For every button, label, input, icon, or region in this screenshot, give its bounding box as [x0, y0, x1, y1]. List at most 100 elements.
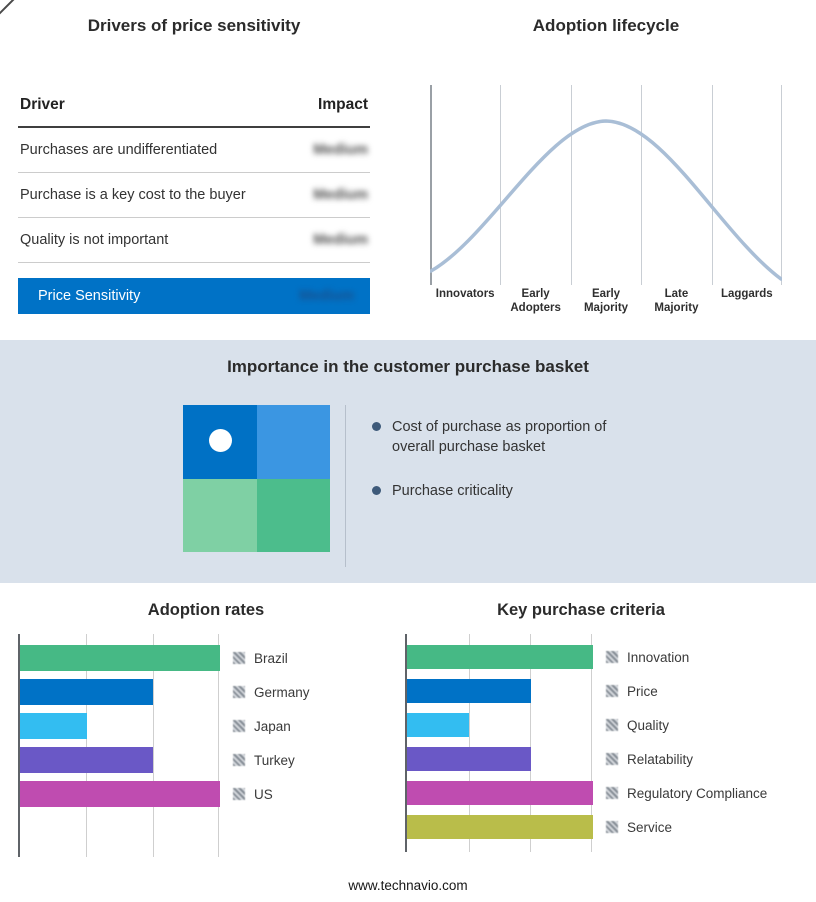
bar-row [407, 645, 593, 669]
bar-row [20, 679, 220, 705]
driver-label: Purchase is a key cost to the buyer [20, 187, 246, 203]
legend-label: Brazil [254, 650, 288, 666]
column-impact: Impact [318, 96, 368, 113]
bullet-icon [372, 486, 381, 495]
basket-bullets: Cost of purchase as proportion of overal… [372, 417, 640, 525]
legend-row: Germany [233, 679, 310, 705]
bar-row [407, 781, 593, 805]
bottom-section: Adoption rates Brazil Germany Japan Turkey U… [0, 583, 816, 902]
adoption-rates-chart: Adoption rates Brazil Germany Japan Turkey U… [18, 601, 394, 857]
stage-label: Innovators [435, 288, 495, 300]
bar-row [20, 713, 220, 739]
bar-relatability [407, 747, 531, 771]
drivers-table-header: Driver Impact [18, 96, 370, 128]
column-driver: Driver [20, 96, 65, 113]
legend-row: Regulatory Compliance [606, 781, 767, 805]
drivers-title: Drivers of price sensitivity [87, 16, 301, 35]
legend-row: Service [606, 815, 767, 839]
legend-swatch [606, 719, 618, 731]
adoption-rates-plot [18, 634, 220, 857]
legend-row: Japan [233, 713, 310, 739]
bell-curve [430, 119, 782, 281]
legend-label: Turkey [254, 752, 295, 768]
bar-japan [20, 713, 87, 739]
gridline [500, 85, 502, 285]
basket-title: Importance in the customer purchase bask… [227, 357, 589, 376]
bar-brazil [20, 645, 220, 671]
legend-label: Service [627, 819, 673, 835]
legend-swatch [233, 686, 245, 698]
bar-row [407, 747, 593, 771]
quadrant-bottom-right [256, 478, 330, 552]
stage-label: Early Adopters [510, 288, 561, 314]
purchase-criteria-chart: Key purchase criteria Innovation Price Qua… [405, 601, 805, 852]
stage-label: Early Majority [583, 288, 629, 314]
corner-fold-mark [0, 0, 17, 16]
legend-swatch [606, 685, 618, 697]
bullet-item: Purchase criticality [372, 481, 640, 501]
legend-label: Germany [254, 684, 310, 700]
legend-label: Japan [254, 718, 291, 734]
driver-label: Purchases are undifferentiated [20, 142, 218, 158]
legend-row: Brazil [233, 645, 310, 671]
bar-us [20, 781, 220, 807]
bar-turkey [20, 747, 154, 773]
gridline [781, 85, 782, 285]
stage-label: Laggards [720, 288, 773, 300]
legend-label: Relatability [627, 751, 694, 767]
lifecycle-panel: Adoption lifecycle Innovators Early Adopt… [430, 16, 782, 316]
lifecycle-title: Adoption lifecycle [532, 16, 680, 35]
bar-regulatory-compliance [407, 781, 593, 805]
legend-label: Price [627, 683, 658, 699]
price-sensitivity-label: Price Sensitivity [38, 288, 141, 304]
legend-swatch [606, 753, 618, 765]
legend-row: Quality [606, 713, 767, 737]
bar-row [407, 815, 593, 839]
bar-row [20, 747, 220, 773]
bar-germany [20, 679, 154, 705]
legend-label: US [254, 786, 273, 802]
legend-row: US [233, 781, 310, 807]
bar-innovation [407, 645, 593, 669]
legend-swatch [233, 754, 245, 766]
lifecycle-chart [430, 85, 782, 285]
legend-row: Price [606, 679, 767, 703]
position-marker-dot [209, 429, 232, 452]
bar-row [20, 645, 220, 671]
bar-row [407, 713, 593, 737]
bullet-text: Cost of purchase as proportion of overal… [392, 419, 607, 455]
legend-swatch [233, 720, 245, 732]
legend-swatch [606, 821, 618, 833]
gridline [711, 85, 713, 285]
legend-swatch [606, 787, 618, 799]
bar-service [407, 815, 593, 839]
legend-swatch [606, 651, 618, 663]
purchase-criteria-legend: Innovation Price Quality Relatability Regula… [606, 634, 767, 852]
price-sensitivity-bar: Price Sensitivity Medium [18, 278, 370, 314]
driver-row: Quality is not important Medium [18, 218, 370, 263]
bar-quality [407, 713, 469, 737]
bullet-icon [372, 422, 381, 431]
bar-price [407, 679, 531, 703]
legend-label: Innovation [627, 649, 690, 665]
legend-swatch [233, 652, 245, 664]
driver-label: Quality is not important [20, 232, 169, 248]
divider-line [345, 405, 346, 567]
footer-url: www.technavio.com [348, 878, 468, 893]
price-sensitivity-value: Medium [299, 288, 354, 304]
stage-labels: Innovators Early Adopters Early Majority La… [430, 288, 782, 316]
bullet-item: Cost of purchase as proportion of overal… [372, 417, 640, 457]
bullet-text: Purchase criticality [392, 483, 513, 499]
impact-value: Medium [313, 142, 368, 158]
purchase-criteria-title: Key purchase criteria [497, 601, 665, 619]
quadrant-top-right [256, 405, 330, 479]
drivers-table-body: Purchases are undifferentiated Medium Purc… [18, 128, 370, 263]
quadrant-bottom-left [183, 478, 257, 552]
legend-row: Innovation [606, 645, 767, 669]
stage-label: Late Majority [654, 288, 699, 314]
purchase-criteria-plot [405, 634, 593, 852]
bar-row [407, 679, 593, 703]
bar-row [20, 781, 220, 807]
legend-label: Quality [627, 717, 670, 733]
